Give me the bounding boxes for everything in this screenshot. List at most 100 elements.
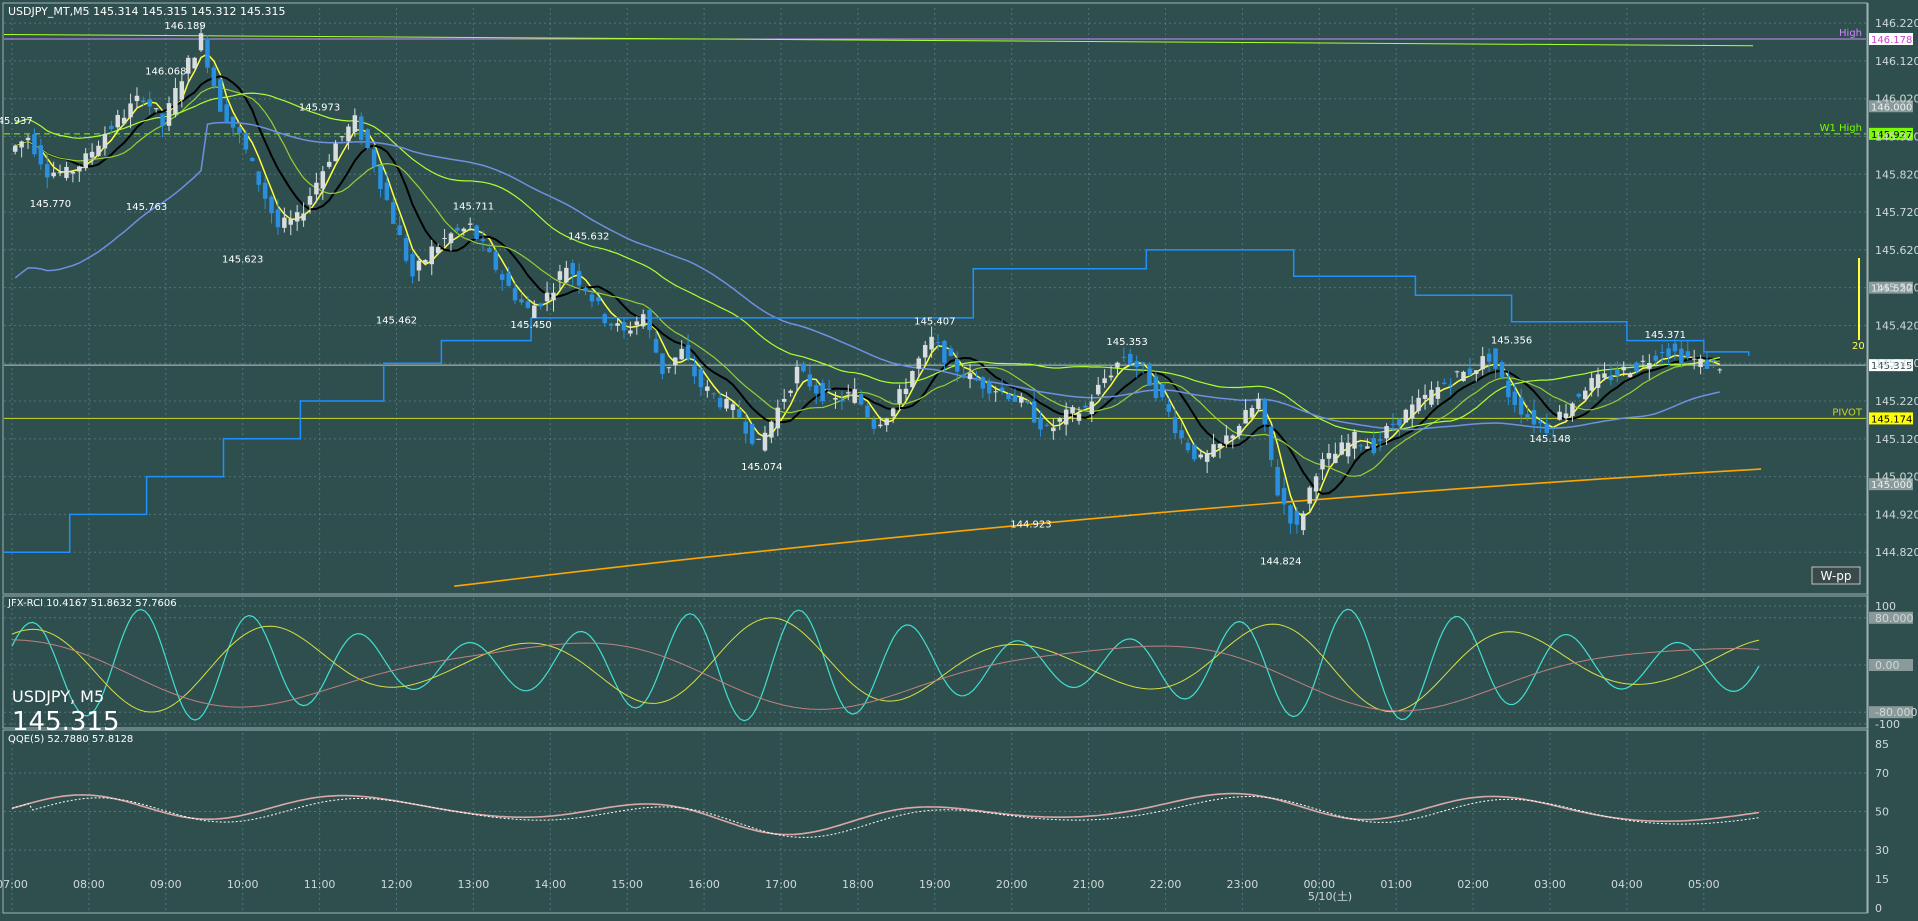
candle-body (1691, 358, 1697, 360)
candle-body (1557, 411, 1562, 420)
rci-fast-line (11, 608, 1760, 722)
x-tick-label: 10:00 (227, 878, 259, 891)
candle-body (147, 99, 153, 107)
candle-body (1653, 355, 1658, 361)
candle-body (307, 196, 313, 205)
price-tag: 145.174 (1871, 414, 1912, 425)
candle-body (1160, 384, 1165, 398)
x-tick-label: 00:00 (1303, 878, 1335, 891)
candle-body (250, 158, 255, 161)
candle-body (1589, 378, 1594, 391)
candle-body (237, 127, 242, 133)
candle-body (384, 182, 390, 200)
candle-body (1038, 417, 1043, 430)
ma-yellow-line (14, 53, 1721, 518)
w-pp-button[interactable]: W-pp (1811, 566, 1861, 585)
price-annotation: 145.074 (741, 462, 782, 473)
candle-body (538, 303, 543, 307)
candle-body (653, 339, 659, 353)
candle-body (403, 237, 409, 261)
rci-header: JFX-RCI 10.4167 51.8632 57.7606 (7, 598, 177, 609)
candle-body (442, 237, 447, 239)
candle-body (474, 225, 479, 240)
candle-body (397, 225, 402, 236)
price-tag: 145.927 (1871, 130, 1912, 141)
candle-body (339, 136, 345, 138)
price-annotation: 146.068 (145, 67, 186, 78)
axis-tag-bg (1869, 100, 1913, 113)
candle-body (1608, 376, 1614, 381)
chart-header: USDJPY_MT,M5 145.314 145.315 145.312 145… (8, 5, 286, 18)
qqe-tick-label: 85 (1875, 738, 1889, 751)
candle-body (1288, 505, 1293, 524)
candle-body (1339, 442, 1344, 455)
candle-body (820, 382, 825, 402)
rci-tag-bg (1869, 706, 1913, 719)
candle-body (743, 421, 748, 434)
price-annotation: 145.450 (510, 320, 551, 331)
candle-body (673, 357, 678, 366)
candle-body (185, 57, 191, 74)
candle-body (1685, 351, 1691, 358)
candle-body (871, 418, 877, 429)
axis-tag-bg (1869, 478, 1913, 491)
candle-body (1422, 394, 1428, 399)
rci-tick-label: -80.000 (1875, 706, 1917, 719)
candle-body (435, 247, 441, 254)
candle-body (166, 103, 172, 126)
rci-tick-label: 100 (1875, 600, 1896, 613)
candle-body (544, 292, 550, 302)
candle-body (1704, 359, 1710, 369)
candle-body (1140, 362, 1146, 365)
moving-averages (3, 33, 1762, 588)
candle-body (506, 272, 511, 286)
candle-body (1006, 394, 1011, 400)
ma-lightgreen-line (15, 92, 1720, 434)
candle-body (1230, 435, 1236, 439)
y-tick-label: 145.820 (1875, 168, 1918, 181)
candle-body (1647, 363, 1652, 369)
candle-body (1627, 374, 1633, 378)
qqe-tick-label: 15 (1875, 873, 1889, 886)
candle-body (179, 81, 185, 100)
candle-body (1262, 398, 1268, 425)
candle-body (1525, 414, 1530, 418)
candle-body (45, 164, 50, 178)
candle-body (1409, 404, 1415, 419)
candle-body (1281, 488, 1287, 505)
candle-body (1358, 445, 1364, 447)
rci-tag-bg (1869, 659, 1913, 671)
candle-body (890, 408, 896, 417)
candle-body (359, 116, 364, 141)
candle-body (1301, 513, 1306, 531)
candle-body (1166, 404, 1171, 412)
candle-body (1634, 362, 1639, 372)
candle-body (1345, 442, 1351, 457)
price-tag-bg (1869, 127, 1913, 140)
price-annotation: 145.148 (1529, 434, 1570, 445)
x-tick-label: 11:00 (304, 878, 336, 891)
rci-tag-bg (1869, 611, 1913, 624)
candle-body (705, 386, 710, 391)
candle-body (320, 171, 326, 189)
candle-body (762, 432, 768, 451)
candle-body (717, 397, 723, 408)
candle-body (1531, 409, 1537, 425)
candle-body (429, 246, 434, 265)
candle-body (1313, 476, 1319, 492)
candle-body (19, 141, 24, 148)
candle-body (1563, 413, 1569, 419)
candle-body (38, 145, 44, 165)
candle-body (724, 398, 729, 409)
candle-body (961, 374, 966, 378)
candle-body (416, 260, 422, 271)
candle-body (954, 358, 960, 372)
candle-body (564, 267, 569, 283)
candle-body (608, 323, 614, 326)
candle-body (294, 212, 300, 222)
candle-body (602, 314, 608, 324)
candle-body (1179, 430, 1184, 439)
candle-body (192, 57, 197, 69)
candle-body (711, 393, 716, 395)
